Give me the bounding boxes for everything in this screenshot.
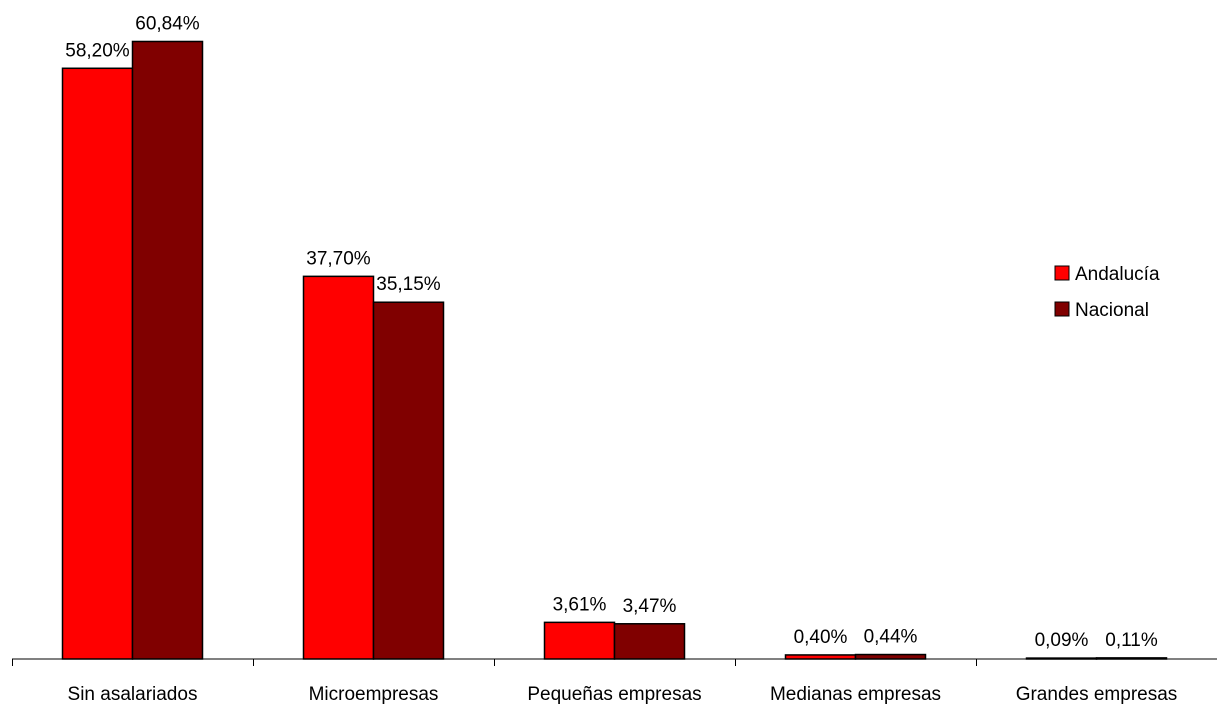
bar-andaluca-4 (784, 654, 857, 660)
value-labels-layer: 58,20%60,84% 37,70%35,15% 3,61% 3,47% 0,40% 0… (65, 13, 1158, 651)
bar-nacional-1 (131, 40, 204, 660)
legend: Andalucía Nacional (1054, 264, 1160, 321)
category-label: Medianas empresas (770, 684, 941, 705)
bars-layer (61, 40, 1168, 660)
category-label: Pequeñas empresas (527, 684, 701, 705)
data-label: 0,09% (1035, 630, 1089, 651)
category-label: Sin asalariados (68, 684, 198, 705)
bar-nacional-3 (613, 623, 686, 660)
legend-swatch (1054, 301, 1070, 317)
x-axis (12, 658, 1217, 666)
data-label: 60,84% (135, 13, 200, 34)
bar-andaluca-3 (543, 621, 616, 660)
data-label: 35,15% (376, 274, 441, 295)
bar-andaluca-1 (61, 67, 134, 660)
data-label: 3,47% (623, 596, 677, 617)
data-label: 37,70% (306, 248, 371, 269)
data-label: 3,61% (553, 594, 607, 615)
bar-nacional-4 (854, 653, 927, 660)
category-label: Microempresas (309, 684, 439, 705)
data-label: 0,11% (1105, 630, 1158, 651)
category-labels-layer: Sin asalariados Microempresas Pequeñas emp… (68, 684, 1178, 705)
legend-label: Andalucía (1075, 264, 1160, 285)
legend-swatch (1054, 265, 1070, 281)
bar-andaluca-2 (302, 275, 375, 660)
data-label: 0,44% (864, 627, 918, 648)
bar-nacional-2 (372, 301, 445, 660)
legend-label: Nacional (1075, 300, 1149, 321)
category-label: Grandes empresas (1016, 684, 1178, 705)
data-label: 0,40% (794, 627, 848, 648)
data-label: 58,20% (65, 40, 130, 61)
